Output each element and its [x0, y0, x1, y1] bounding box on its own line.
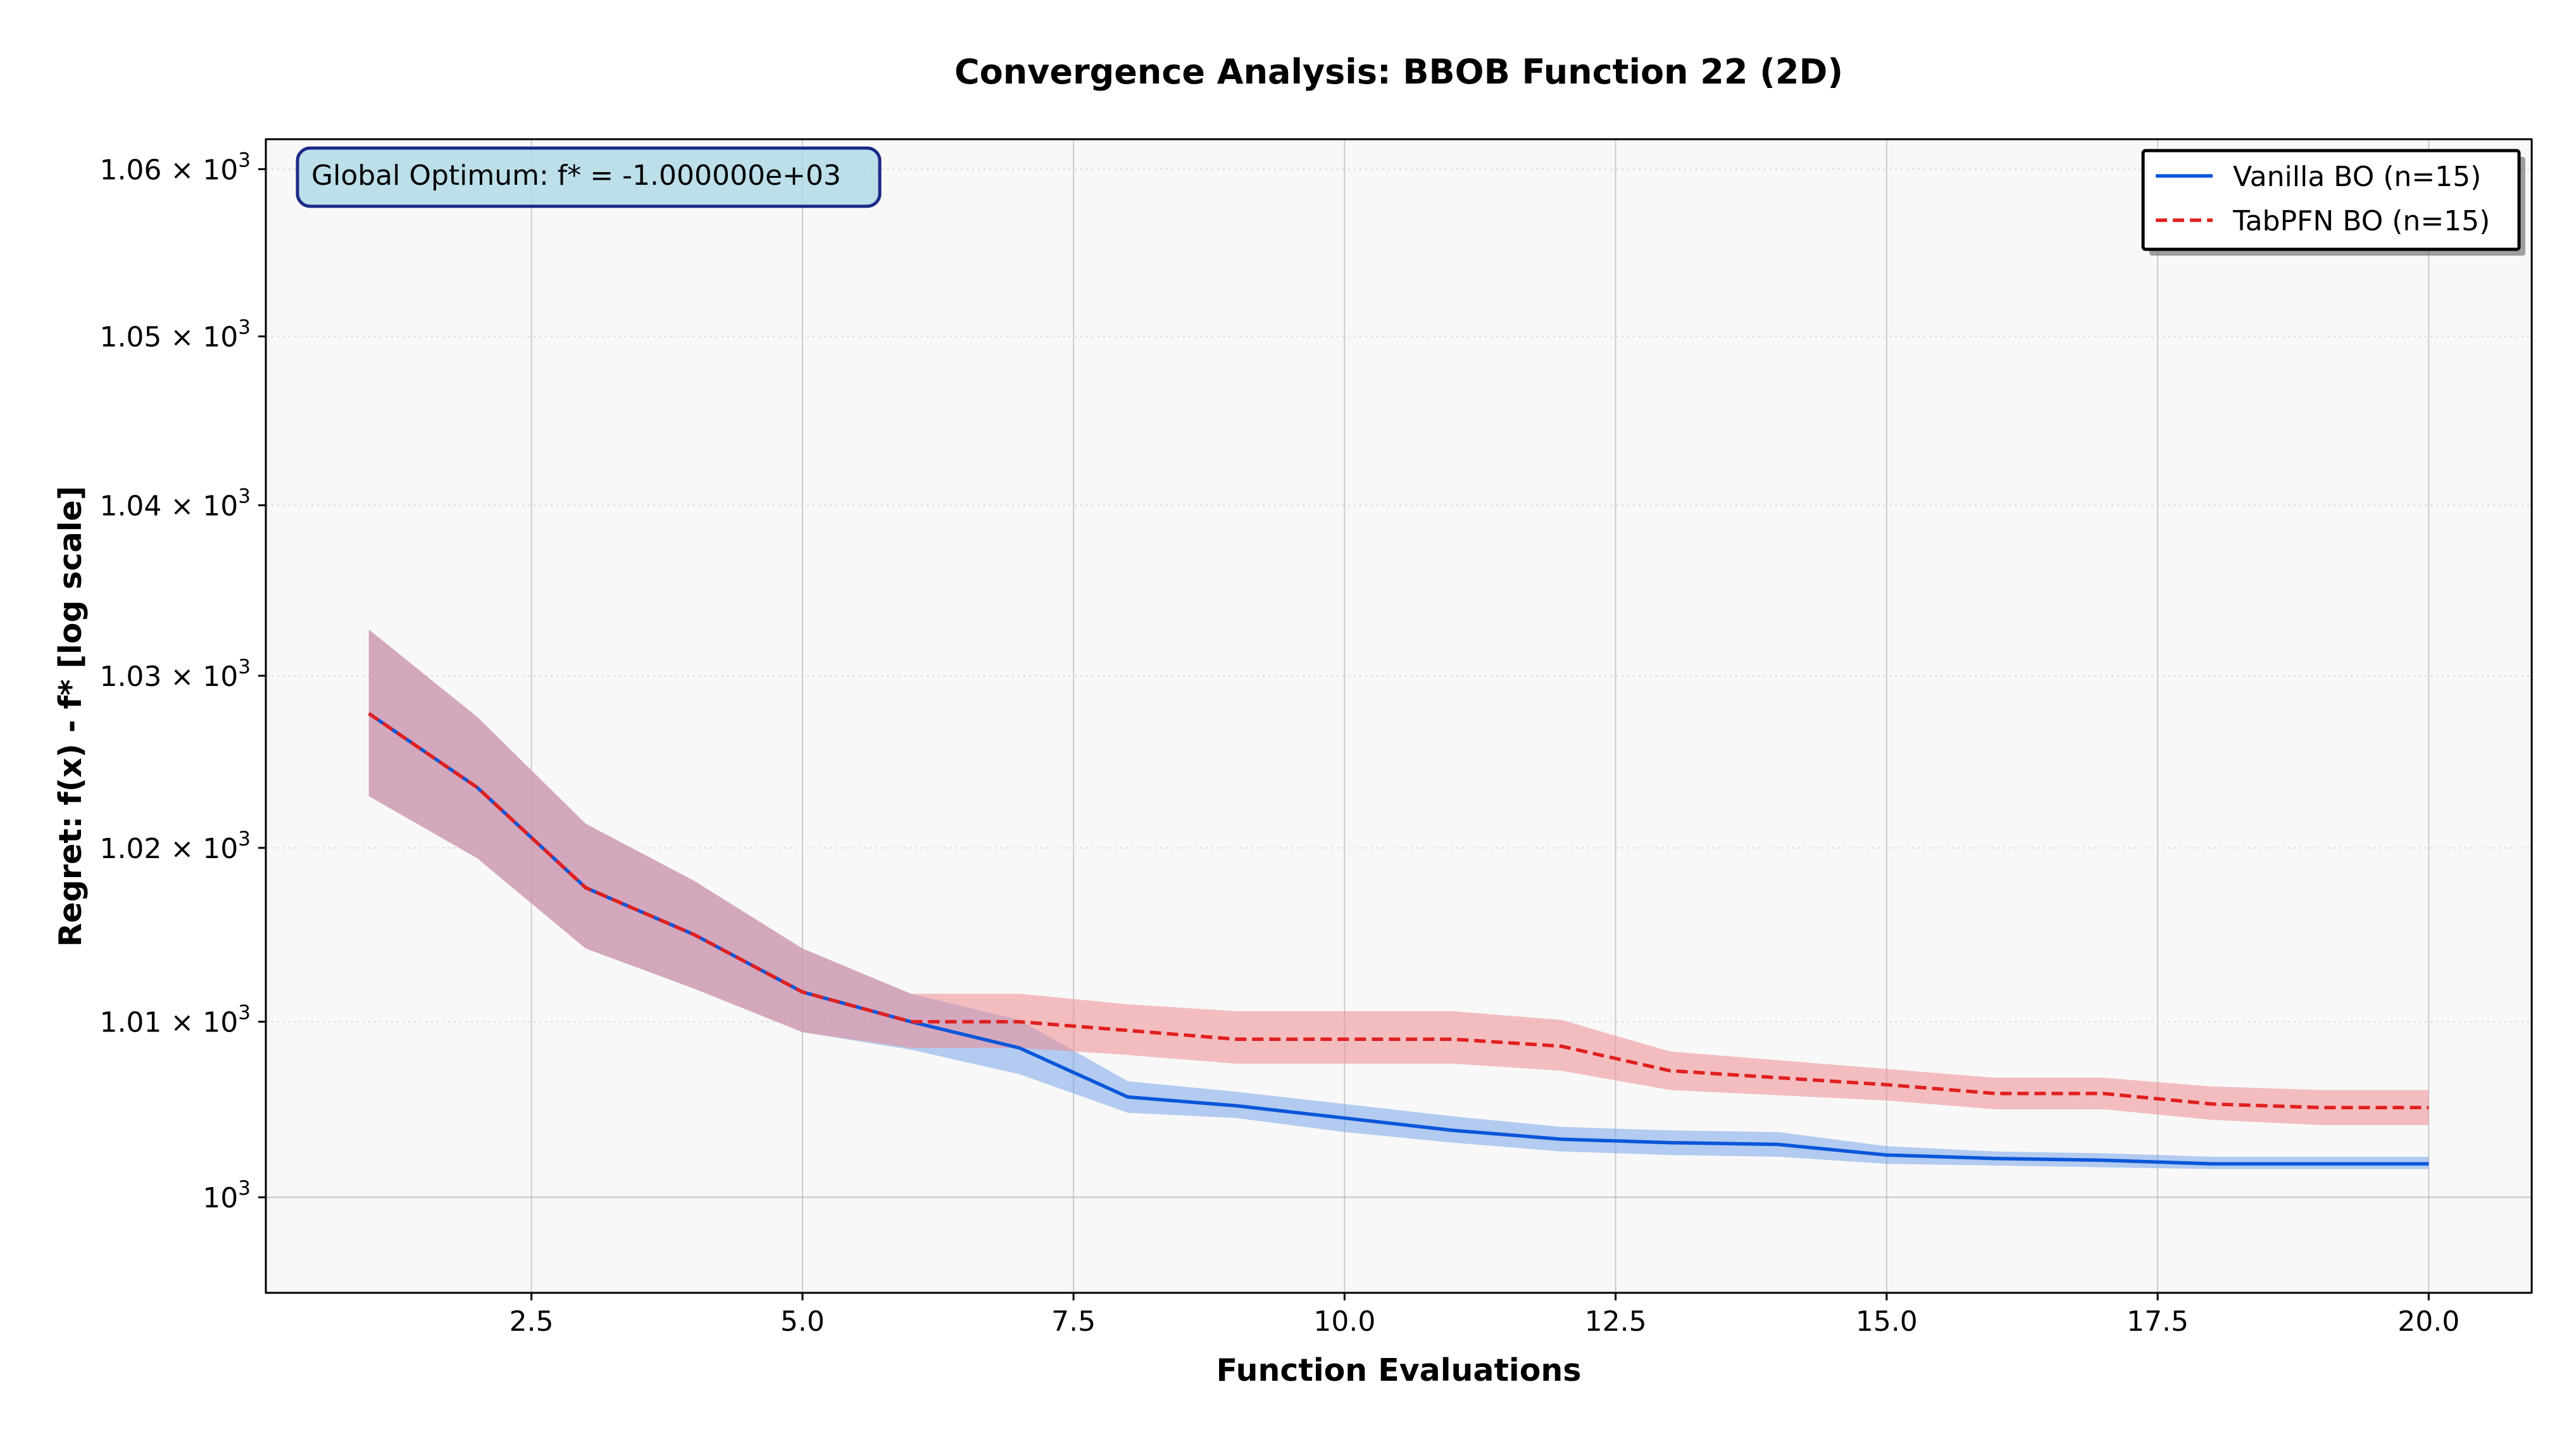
y-tick-label: 103: [203, 1177, 251, 1214]
annotation-box: Global Optimum: f* = -1.000000e+03: [296, 146, 882, 208]
legend-label-vanilla: Vanilla BO (n=15): [2233, 161, 2481, 193]
annotation-text: Global Optimum: f* = -1.000000e+03: [311, 159, 841, 192]
band-tabpfn: [368, 629, 2429, 1125]
y-tick-label: 1.04 × 103: [99, 485, 251, 522]
axis-ticks: 2.5 5.0 7.5 10.0 12.5 15.0 17.5 20.0 103 1.01 × 1…: [99, 149, 2460, 1338]
series-lines: [368, 712, 2429, 1166]
plot-frame: [265, 138, 2533, 1294]
confidence-bands: [368, 629, 2429, 1169]
x-tick-label: 12.5: [1585, 1305, 1647, 1338]
y-tick-label: 1.05 × 103: [99, 316, 251, 354]
x-tick-label: 2.5: [510, 1305, 554, 1338]
y-tick-label: 1.03 × 103: [99, 656, 251, 693]
x-tick-label: 7.5: [1051, 1305, 1096, 1338]
x-axis-label: Function Evaluations: [1216, 1352, 1582, 1388]
x-tick-label: 20.0: [2398, 1305, 2460, 1338]
legend-label-tabpfn: TabPFN BO (n=15): [2232, 205, 2490, 237]
y-tick-label: 1.02 × 103: [99, 828, 251, 865]
series-line-tabpfn: [368, 712, 2429, 1109]
legend: Vanilla BO (n=15) TabPFN BO (n=15): [2141, 149, 2525, 256]
x-tick-label: 10.0: [1313, 1305, 1375, 1338]
x-tick-label: 17.5: [2127, 1305, 2189, 1338]
y-axis-label: Regret: f(x) - f* [log scale]: [53, 486, 89, 947]
y-tick-label: 1.01 × 103: [99, 1002, 251, 1039]
y-tick-label: 1.06 × 103: [99, 149, 251, 186]
x-tick-label: 5.0: [780, 1305, 825, 1338]
x-tick-label: 15.0: [1856, 1305, 1918, 1338]
chart-title: Convergence Analysis: BBOB Function 22 (…: [954, 52, 1843, 92]
